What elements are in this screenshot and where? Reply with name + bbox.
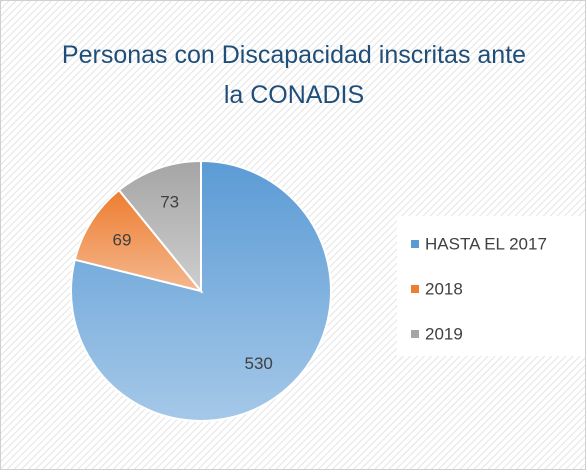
legend-swatch (411, 285, 419, 293)
data-label: 69 (113, 230, 132, 249)
legend-box (397, 216, 585, 356)
legend-swatch (411, 330, 419, 338)
legend-label: 2018 (425, 279, 463, 298)
pie-slice (73, 188, 204, 293)
legend-label: 2019 (425, 324, 463, 343)
legend-swatch (411, 240, 419, 248)
data-label: 73 (160, 192, 179, 211)
chart-title: Personas con Discapacidad inscritas ante… (61, 41, 527, 109)
pie-slice (117, 159, 202, 294)
legend-label: HASTA EL 2017 (425, 234, 547, 253)
data-label: 530 (244, 354, 272, 373)
